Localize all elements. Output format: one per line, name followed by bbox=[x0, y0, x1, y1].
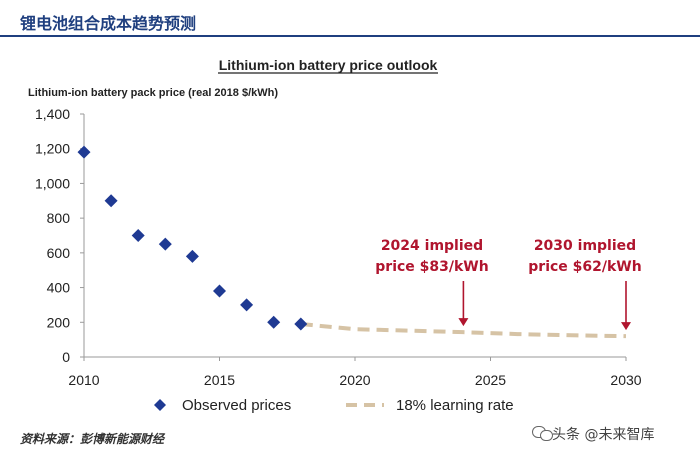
annotation-label: 2024 implied bbox=[381, 238, 483, 254]
annotations: 2024 implied price $83/kWh 2030 implied pri… bbox=[375, 238, 642, 331]
projection-line bbox=[300, 322, 627, 339]
y-tick-label: 1,000 bbox=[35, 175, 70, 191]
annotation-label: 2030 implied bbox=[534, 238, 636, 254]
y-tick-label: 800 bbox=[47, 210, 71, 226]
legend-label-projection: 18% learning rate bbox=[396, 397, 514, 414]
annotation-arrow-head bbox=[621, 322, 631, 331]
observed-price-point bbox=[267, 315, 281, 329]
y-tick-label: 600 bbox=[47, 245, 71, 261]
chat-bubble-icon-2 bbox=[540, 430, 553, 441]
x-tick-label: 2020 bbox=[339, 372, 370, 388]
y-tick-label: 400 bbox=[47, 280, 71, 296]
annotation-label: price $83/kWh bbox=[375, 259, 488, 275]
annotation-label: price $62/kWh bbox=[528, 259, 641, 275]
observed-price-point bbox=[158, 237, 172, 251]
observed-price-point bbox=[185, 249, 199, 263]
x-tick-label: 2030 bbox=[610, 372, 641, 388]
observed-price-point bbox=[77, 145, 91, 159]
y-tick-label: 1,200 bbox=[35, 141, 70, 157]
report-section-title: 锂电池组合成本趋势预测 bbox=[20, 14, 197, 33]
y-tick-label: 1,400 bbox=[35, 106, 70, 122]
y-tick-label: 200 bbox=[47, 314, 71, 330]
watermark: 头条 @未来智库 bbox=[552, 427, 655, 443]
x-tick-label: 2015 bbox=[204, 372, 235, 388]
observed-price-point bbox=[104, 194, 118, 208]
chart-title-group: Lithium-ion battery price outlook bbox=[218, 57, 438, 74]
observed-price-point bbox=[240, 298, 254, 312]
data-marks bbox=[77, 145, 627, 339]
observed-price-point bbox=[213, 284, 226, 298]
y-axis-label: Lithium-ion battery pack price (real 201… bbox=[28, 87, 278, 99]
legend: Observed prices 18% learning rate bbox=[154, 397, 514, 414]
observed-price-point bbox=[131, 229, 145, 242]
source-note: 资料来源：彭博新能源财经 bbox=[20, 432, 165, 446]
x-tick-label: 2025 bbox=[475, 372, 506, 388]
x-tick-label: 2010 bbox=[68, 372, 99, 388]
chart-title: Lithium-ion battery price outlook bbox=[219, 57, 438, 73]
observed-price-point bbox=[294, 317, 308, 331]
annotation-arrow-head bbox=[458, 318, 469, 327]
legend-label-observed: Observed prices bbox=[182, 397, 291, 414]
tick-labels: 0 200 400 600 800 1,000 1,200 1,400 2010 2015 2020… bbox=[35, 106, 642, 388]
legend-marker-observed bbox=[154, 399, 166, 411]
header-divider bbox=[0, 35, 700, 37]
y-tick-label: 0 bbox=[62, 349, 70, 365]
